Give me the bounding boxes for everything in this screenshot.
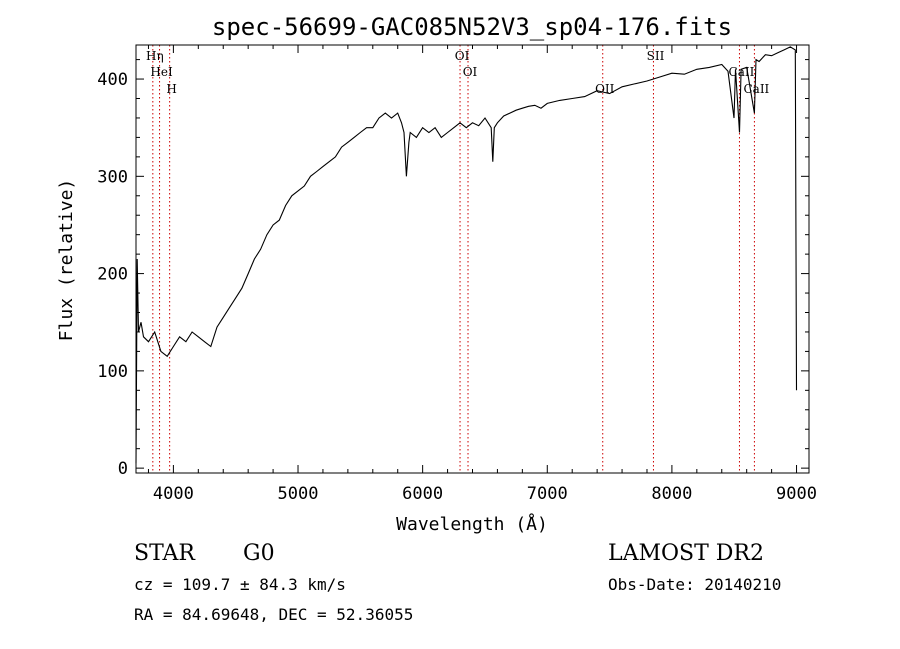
sky-coordinates: RA = 84.69648, DEC = 52.36055	[134, 605, 413, 624]
y-axis-label: Flux (relative)	[56, 179, 77, 342]
line-label-8: CaII	[743, 82, 769, 96]
y-tick-label-0: 0	[118, 459, 128, 479]
y-tick-label-1: 100	[97, 362, 128, 382]
spectrum-series	[135, 46, 798, 464]
line-label-5: OII	[595, 82, 615, 96]
survey-name: LAMOST DR2	[608, 541, 764, 566]
x-tick-label-5: 9000	[776, 484, 817, 504]
y-tick-label-2: 200	[97, 265, 128, 285]
line-label-4: OI	[463, 65, 478, 79]
y-axis: 0 100 200 300 400	[97, 59, 809, 479]
redshift-velocity: cz = 109.7 ± 84.3 km/s	[134, 575, 346, 594]
x-axis-label: Wavelength (Å)	[396, 513, 548, 535]
x-tick-label-4: 8000	[651, 484, 692, 504]
line-label-6: SII	[647, 49, 665, 63]
object-subclass: G0	[243, 541, 275, 566]
x-tick-label-1: 5000	[278, 484, 319, 504]
line-label-2: H	[166, 82, 176, 96]
line-label-0: Hη	[146, 49, 164, 63]
line-label-3: OI	[455, 49, 470, 63]
observation-date: Obs-Date: 20140210	[608, 575, 781, 594]
x-tick-label-0: 4000	[153, 484, 194, 504]
object-class: STAR	[134, 541, 196, 566]
emission-line-markers	[152, 45, 755, 473]
x-tick-label-3: 7000	[527, 484, 568, 504]
chart-title: spec-56699-GAC085N52V3_sp04-176.fits	[212, 13, 732, 41]
x-tick-label-2: 6000	[402, 484, 443, 504]
plot-frame	[135, 44, 810, 474]
line-label-1: HeI	[150, 65, 173, 79]
y-tick-label-4: 400	[97, 70, 128, 90]
x-axis: 4000 5000 6000 7000 8000 9000	[147, 45, 817, 504]
spectrum-line-0	[135, 46, 798, 464]
y-tick-label-3: 300	[97, 167, 128, 187]
